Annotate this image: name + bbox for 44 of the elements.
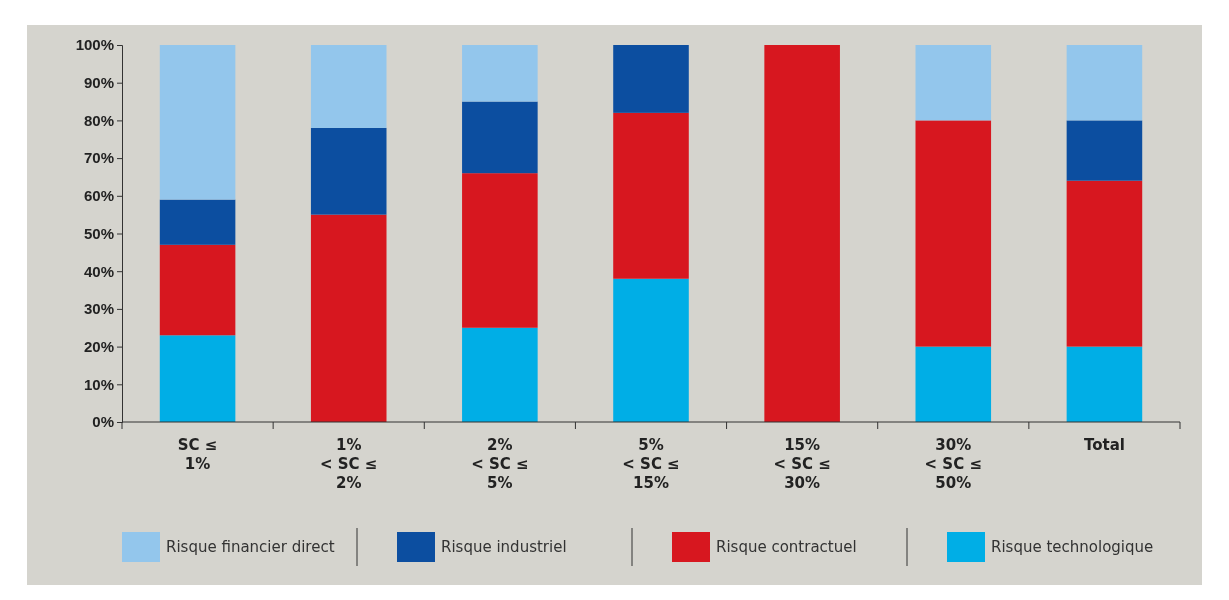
- x-tick-label: SC ≤ 1%: [177, 436, 218, 473]
- bar: [462, 173, 538, 328]
- legend-label: Risque industriel: [441, 538, 567, 556]
- bar: [613, 45, 689, 113]
- legend-label: Risque technologique: [991, 538, 1154, 556]
- x-tick-label: 1% < SC ≤ 2%: [320, 436, 378, 492]
- bar: [1066, 180, 1143, 347]
- bar: [915, 346, 992, 422]
- bar: [462, 45, 538, 102]
- legend-label: Risque contractuel: [716, 538, 857, 556]
- bar: [310, 45, 387, 128]
- bar: [1066, 120, 1143, 181]
- bar: [613, 278, 689, 422]
- bar: [159, 45, 236, 200]
- bar: [1066, 45, 1143, 121]
- y-tick-label: 20%: [83, 337, 114, 355]
- y-tick-label: 60%: [83, 187, 114, 205]
- y-tick-label: 80%: [83, 111, 114, 129]
- y-tick-label: 100%: [75, 36, 114, 54]
- x-tick-label: 15% < SC ≤ 30%: [773, 436, 831, 492]
- y-tick-label: 90%: [83, 74, 114, 91]
- x-tick-label: 2% < SC ≤ 5%: [471, 436, 529, 492]
- bar: [159, 244, 236, 336]
- bar: [159, 335, 236, 422]
- bar: [462, 327, 538, 422]
- bar: [915, 45, 992, 121]
- y-tick-label: 50%: [83, 224, 114, 242]
- bar: [462, 101, 538, 174]
- bar: [764, 45, 840, 422]
- x-tick-label: 30% < SC ≤ 50%: [924, 436, 982, 492]
- y-tick-label: 70%: [83, 149, 114, 167]
- y-tick-label: 30%: [83, 300, 114, 318]
- y-tick-label: 10%: [83, 375, 114, 393]
- x-tick-label: Total: [1083, 436, 1125, 454]
- bar: [613, 112, 689, 279]
- bar: [915, 120, 992, 347]
- y-tick-label: 40%: [83, 262, 114, 280]
- bar: [159, 199, 236, 245]
- y-tick-label: 0%: [92, 413, 114, 431]
- bar: [1066, 346, 1143, 422]
- bar: [310, 127, 387, 215]
- legend-label: Risque financier direct: [166, 538, 335, 556]
- x-tick-label: 5% < SC ≤ 15%: [622, 436, 680, 492]
- bar: [310, 214, 387, 422]
